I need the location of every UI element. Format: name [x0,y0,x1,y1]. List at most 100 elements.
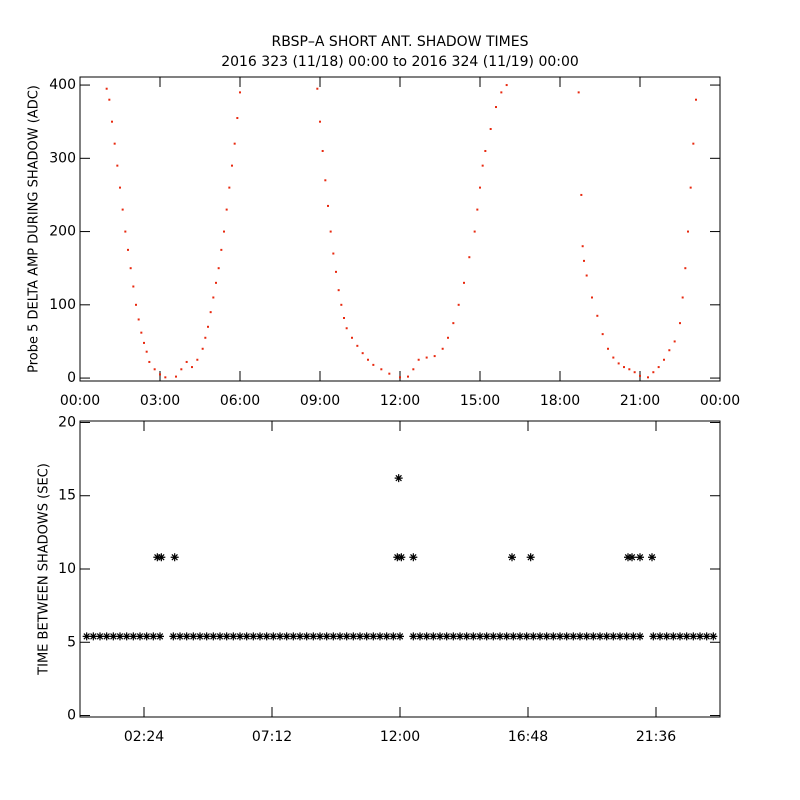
asterisk-point [628,553,636,562]
asterisk-point [442,632,451,641]
asterisk-point [456,632,464,641]
asterisk-point [269,632,278,641]
asterisk-point [156,632,164,641]
asterisk-point [449,632,458,641]
dot-point [217,267,220,270]
dot-point [663,358,665,361]
dot-point [447,336,449,339]
asterisk-point [576,632,584,641]
dot-point [372,363,375,366]
dot-point [327,204,329,207]
dot-point [220,248,223,251]
dot-point [127,248,129,251]
dot-point [148,360,151,363]
asterisk-point [216,632,224,641]
dot-point [113,142,116,145]
asterisk-point [436,632,444,641]
dot-point [207,325,209,328]
y-tick-label: 10 [58,561,76,577]
dot-point [367,358,369,361]
dot-point [457,303,460,306]
asterisk-point [142,632,151,641]
dot-point [380,368,383,371]
dot-point [164,376,167,379]
dot-point [673,340,676,343]
asterisk-point [309,632,318,641]
asterisk-point [582,632,591,641]
asterisk-point [116,632,124,641]
asterisk-point [382,632,391,641]
asterisk-point [149,632,158,641]
asterisk-point [682,632,691,641]
dot-point [463,281,465,284]
dot-point [225,208,228,211]
dot-point [692,142,695,145]
asterisk-point [529,632,538,641]
asterisk-point [316,632,324,641]
x-tick-label: 02:24 [124,729,164,745]
x-tick-label: 07:12 [252,729,292,745]
dot-point [689,186,692,189]
asterisk-point [189,632,198,641]
dot-point [209,311,212,314]
dot-point [329,230,332,233]
x-tick-label: 15:00 [460,393,500,409]
asterisk-point [196,632,204,641]
asterisk-point [482,632,491,641]
dot-point [652,371,655,374]
plot-frame [79,76,721,382]
x-tick-label: 12:00 [380,729,420,745]
dot-point [479,186,481,189]
dot-point [143,341,145,344]
y-tick-label: 20 [58,414,76,430]
dot-point [324,179,327,182]
dot-point [433,355,436,358]
dot-point [628,368,631,371]
dot-point [596,314,599,317]
dot-point [231,164,233,167]
asterisk-point [222,632,231,641]
asterisk-point [229,632,238,641]
dot-point [191,366,193,369]
asterisk-point [362,632,371,641]
asterisk-point [296,632,304,641]
asterisk-point [393,553,402,562]
asterisk-point [376,632,384,641]
asterisk-point [153,553,162,562]
asterisk-point [526,553,535,562]
asterisk-point [662,632,671,641]
dot-point [417,358,420,361]
asterisk-point [502,632,511,641]
dot-point [343,317,345,320]
dot-point [687,230,689,233]
dot-point [500,91,503,94]
dot-point [108,98,111,101]
asterisk-point [508,553,516,562]
asterisk-point [82,632,91,641]
dot-point [388,372,391,375]
asterisk-point [496,632,504,641]
asterisk-point [329,632,338,641]
dot-point [617,362,620,365]
dot-point [481,164,484,167]
asterisk-point [282,632,291,641]
dot-point [132,285,135,288]
dot-point [332,252,335,255]
dot-point [607,347,609,350]
asterisk-point [649,632,658,641]
asterisk-point [556,632,564,641]
asterisk-point [322,632,331,641]
dot-point [185,360,188,363]
asterisk-point [422,632,431,641]
asterisk-point [542,632,551,641]
plot-frame [79,420,721,718]
asterisk-point [169,632,178,641]
asterisk-point [536,632,544,641]
dot-point [137,318,140,321]
asterisk-point [596,632,604,641]
asterisk-point [669,632,678,641]
asterisk-point [176,632,184,641]
chart-title: RBSP–A SHORT ANT. SHADOW TIMES [271,34,528,50]
asterisk-point [636,632,644,641]
x-tick-label: 03:00 [140,393,180,409]
